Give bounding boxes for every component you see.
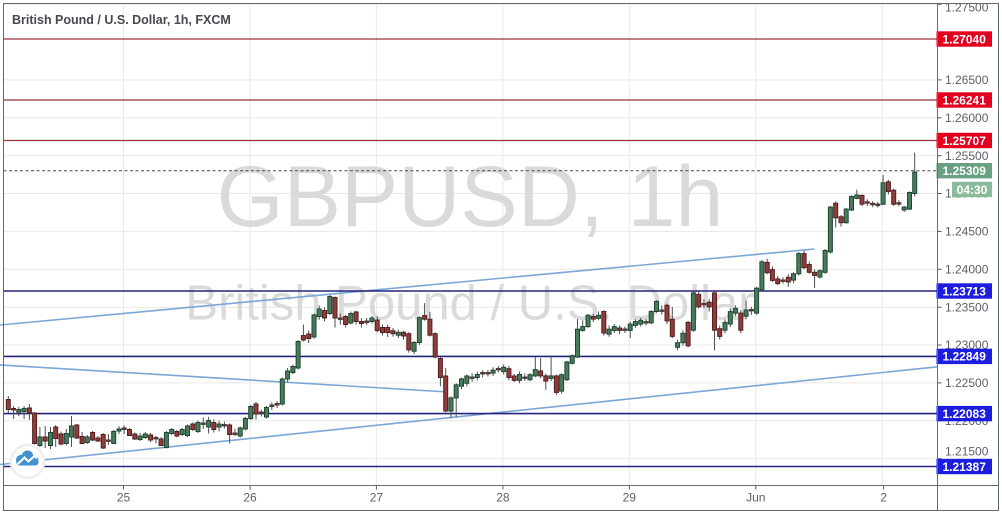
svg-text:1.27500: 1.27500 xyxy=(945,0,989,14)
svg-text:1.22500: 1.22500 xyxy=(945,376,989,390)
svg-text:1.22849: 1.22849 xyxy=(943,350,987,364)
svg-text:25: 25 xyxy=(117,491,131,505)
svg-text:1.23713: 1.23713 xyxy=(943,284,987,298)
svg-text:1.21500: 1.21500 xyxy=(945,445,989,459)
svg-text:1.24000: 1.24000 xyxy=(945,263,989,277)
svg-text:04:30: 04:30 xyxy=(957,183,988,197)
svg-text:1.22083: 1.22083 xyxy=(943,407,987,421)
svg-text:British Pound / U.S. Dollar, 1: British Pound / U.S. Dollar, 1h, FXCM xyxy=(12,13,231,27)
svg-text:28: 28 xyxy=(496,491,510,505)
svg-text:1.21387: 1.21387 xyxy=(943,460,987,474)
svg-text:27: 27 xyxy=(370,491,384,505)
svg-text:1.25500: 1.25500 xyxy=(945,149,989,163)
svg-text:Jun: Jun xyxy=(746,491,765,505)
svg-text:1.26000: 1.26000 xyxy=(945,111,989,125)
svg-text:1.27040: 1.27040 xyxy=(943,32,987,46)
svg-text:GBPUSD, 1h: GBPUSD, 1h xyxy=(217,149,724,245)
svg-text:1.24500: 1.24500 xyxy=(945,225,989,239)
svg-text:1.26241: 1.26241 xyxy=(943,93,987,107)
svg-text:26: 26 xyxy=(243,491,257,505)
svg-text:British Pound / U.S. Dollar: British Pound / U.S. Dollar xyxy=(185,277,754,331)
svg-text:29: 29 xyxy=(623,491,637,505)
svg-text:2: 2 xyxy=(880,491,887,505)
svg-text:1.23500: 1.23500 xyxy=(945,300,989,314)
svg-text:1.26500: 1.26500 xyxy=(945,73,989,87)
svg-text:1.25707: 1.25707 xyxy=(943,134,987,148)
svg-text:1.25309: 1.25309 xyxy=(943,164,987,178)
